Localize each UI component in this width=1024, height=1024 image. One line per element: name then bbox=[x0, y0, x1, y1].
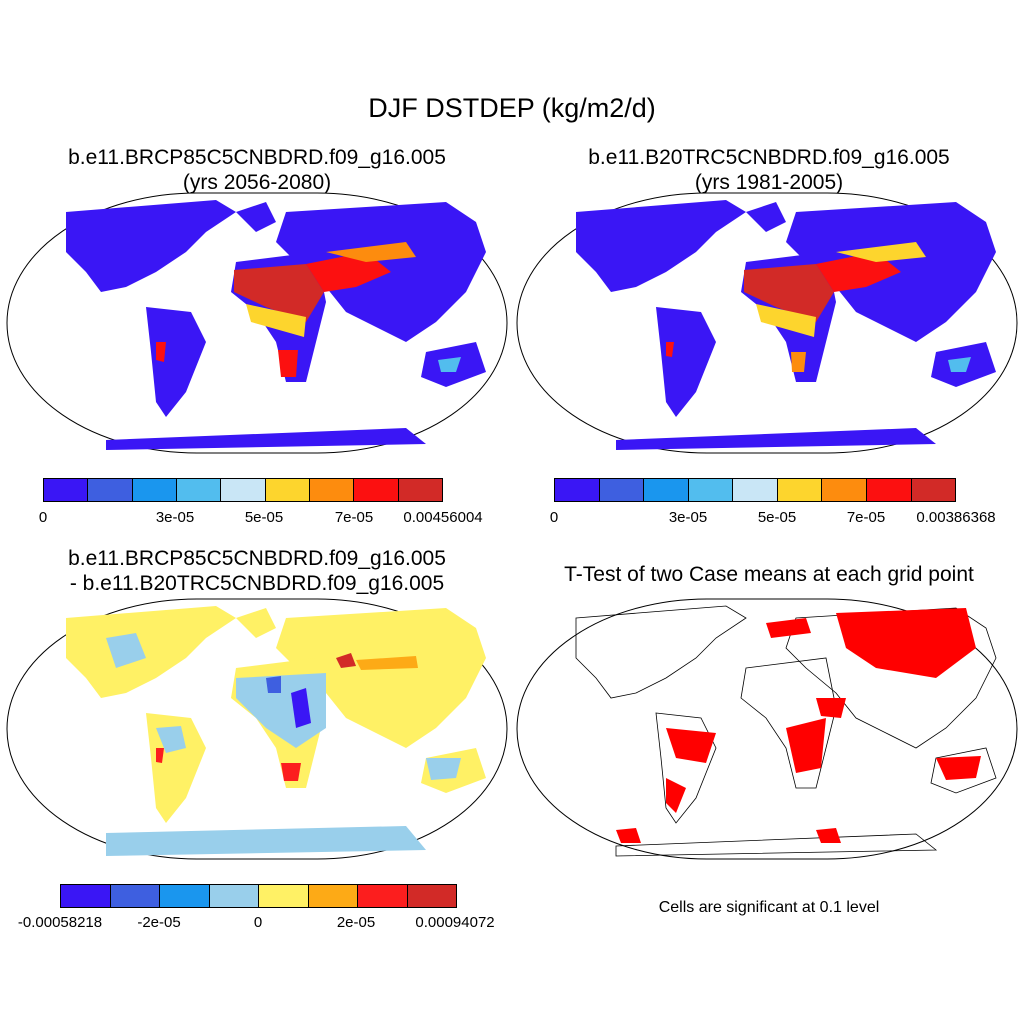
panel-c-title-line2: - b.e11.B20TRC5CNBDRD.f09_g16.005 bbox=[69, 572, 445, 595]
dust-hotspots bbox=[156, 242, 461, 377]
colorbar-c bbox=[60, 884, 457, 908]
colorbar-a-label-0: 0 bbox=[38, 509, 48, 526]
panel-d-footnote: Cells are significant at 0.1 level bbox=[658, 899, 880, 916]
land-layer bbox=[66, 200, 486, 450]
colorbar-a-swatch-7 bbox=[354, 479, 399, 501]
colorbar-b-swatch-8 bbox=[911, 479, 956, 501]
colorbar-b-label-2: 5e-05 bbox=[757, 509, 797, 526]
colorbar-a-swatch-1 bbox=[88, 479, 133, 501]
colorbar-c-label-2: 0 bbox=[253, 914, 263, 931]
panel-a-map bbox=[6, 192, 508, 454]
colorbar-a-swatch-6 bbox=[309, 479, 355, 501]
panel-c-map bbox=[6, 598, 508, 860]
colorbar-c-swatch-2 bbox=[160, 885, 210, 907]
colorbar-c-swatch-3 bbox=[209, 885, 259, 907]
colorbar-b-swatch-7 bbox=[866, 479, 912, 501]
colorbar-b-swatch-5 bbox=[777, 479, 823, 501]
colorbar-a-swatch-0 bbox=[44, 479, 89, 501]
colorbar-a-label-1: 3e-05 bbox=[155, 509, 195, 526]
difference-patches bbox=[106, 633, 461, 856]
colorbar-a-swatch-4 bbox=[221, 479, 266, 501]
colorbar-a-swatch-5 bbox=[265, 479, 310, 501]
colorbar-b-swatch-4 bbox=[733, 479, 778, 501]
panel-a-title-line2: (yrs 2056-2080) bbox=[182, 171, 332, 194]
panel-a-title: b.e11.BRCP85C5CNBDRD.f09_g16.005 (yrs 20… bbox=[0, 145, 514, 195]
panel-d-map bbox=[516, 598, 1018, 860]
panel-c-title-line1: b.e11.BRCP85C5CNBDRD.f09_g16.005 bbox=[68, 547, 446, 570]
colorbar-b-label-1: 3e-05 bbox=[668, 509, 708, 526]
colorbar-b bbox=[554, 478, 956, 502]
colorbar-b-swatch-0 bbox=[555, 479, 600, 501]
coastline-layer bbox=[575, 605, 997, 857]
colorbar-a-swatch-3 bbox=[176, 479, 222, 501]
dust-hotspots bbox=[666, 242, 971, 372]
panel-a-title-line1: b.e11.BRCP85C5CNBDRD.f09_g16.005 bbox=[68, 146, 446, 169]
colorbar-b-label-0: 0 bbox=[549, 509, 559, 526]
colorbar-c-swatch-5 bbox=[308, 885, 358, 907]
colorbar-c-label-4: 0.00094072 bbox=[415, 914, 495, 931]
colorbar-c-swatch-6 bbox=[358, 885, 408, 907]
colorbar-c-label-3: 2e-05 bbox=[336, 914, 376, 931]
colorbar-a-swatch-2 bbox=[132, 479, 177, 501]
colorbar-c-swatch-0 bbox=[61, 885, 111, 907]
colorbar-a-label-2: 5e-05 bbox=[244, 509, 284, 526]
panel-b-title-line1: b.e11.B20TRC5CNBDRD.f09_g16.005 bbox=[588, 146, 950, 169]
panel-d-title: T-Test of two Case means at each grid po… bbox=[564, 563, 974, 586]
colorbar-a-label-4: 0.00456004 bbox=[403, 509, 483, 526]
colorbar-b-swatch-6 bbox=[822, 479, 867, 501]
panel-c-title: b.e11.BRCP85C5CNBDRD.f09_g16.005 - b.e11… bbox=[0, 546, 514, 596]
colorbar-c-swatch-4 bbox=[259, 885, 309, 907]
colorbar-b-label-4: 0.00386368 bbox=[916, 509, 996, 526]
colorbar-c-label-0: -0.00058218 bbox=[17, 914, 103, 931]
colorbar-c-swatch-1 bbox=[110, 885, 160, 907]
colorbar-b-swatch-1 bbox=[599, 479, 645, 501]
panel-b-title: b.e11.B20TRC5CNBDRD.f09_g16.005 (yrs 198… bbox=[514, 145, 1024, 195]
colorbar-b-label-3: 7e-05 bbox=[846, 509, 886, 526]
panel-b-title-line2: (yrs 1981-2005) bbox=[694, 171, 844, 194]
colorbar-a bbox=[43, 478, 443, 502]
colorbar-a-swatch-8 bbox=[398, 479, 442, 501]
colorbar-b-swatch-2 bbox=[644, 479, 689, 501]
panel-b-map bbox=[516, 192, 1018, 454]
colorbar-b-swatch-3 bbox=[688, 479, 734, 501]
colorbar-a-label-3: 7e-05 bbox=[334, 509, 374, 526]
significance-cells bbox=[616, 608, 981, 843]
colorbar-c-swatch-7 bbox=[407, 885, 456, 907]
colorbar-c-label-1: -2e-05 bbox=[137, 914, 181, 931]
figure-title: DJF DSTDEP (kg/m2/d) bbox=[368, 93, 656, 123]
